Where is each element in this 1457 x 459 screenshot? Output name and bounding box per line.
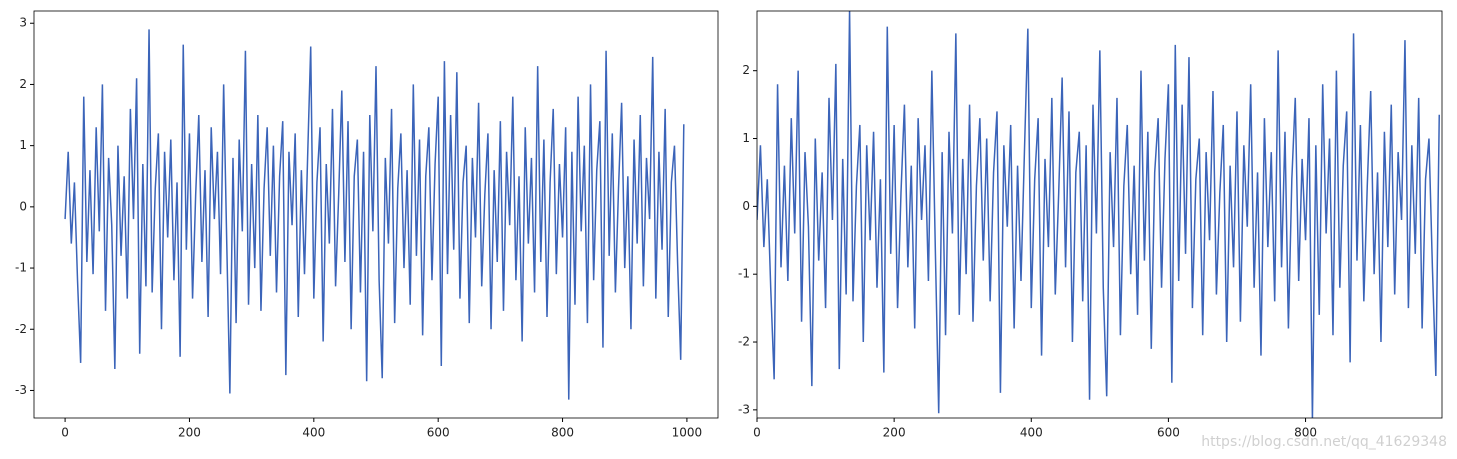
y-tick-label: 3 <box>19 16 27 30</box>
chart: 0 200 400 600 800 1000 -3 -2 -1 0 1 2 3 <box>15 10 719 440</box>
y-tick-label: -1 <box>15 261 27 275</box>
y-tick-label: 1 <box>19 138 27 152</box>
chart: 0 200 400 600 800 -3 -2 -1 0 1 2 <box>738 10 1443 440</box>
x-tick-label: 800 <box>551 426 574 440</box>
x-tick-label: 400 <box>1020 426 1043 440</box>
axes-frame <box>756 10 1443 419</box>
y-tick-label: -1 <box>738 267 750 281</box>
x-tick-label: 600 <box>1157 426 1180 440</box>
x-tick-label: 1000 <box>672 426 703 440</box>
x-tick-label: 200 <box>178 426 201 440</box>
x-tick-label: 0 <box>753 426 761 440</box>
x-tick-label: 600 <box>427 426 450 440</box>
y-tick-label: 0 <box>742 199 750 213</box>
data-line <box>757 11 1441 418</box>
y-tick-label: -2 <box>15 322 27 336</box>
axes-frame <box>33 10 719 419</box>
x-tick-label: 0 <box>61 426 69 440</box>
x-tick-label: 800 <box>1294 426 1317 440</box>
y-tick-label: 2 <box>742 63 750 77</box>
watermark: https://blog.csdn.net/qq_41629348 <box>1201 434 1447 450</box>
y-tick-label: 2 <box>19 77 27 91</box>
y-tick-label: -3 <box>738 402 750 416</box>
y-tick-label: 0 <box>19 199 27 213</box>
y-tick-label: -2 <box>738 335 750 349</box>
data-line <box>64 29 685 400</box>
y-tick-label: -3 <box>15 383 27 397</box>
x-tick-label: 400 <box>302 426 325 440</box>
x-tick-label: 200 <box>883 426 906 440</box>
y-tick-label: 1 <box>742 131 750 145</box>
